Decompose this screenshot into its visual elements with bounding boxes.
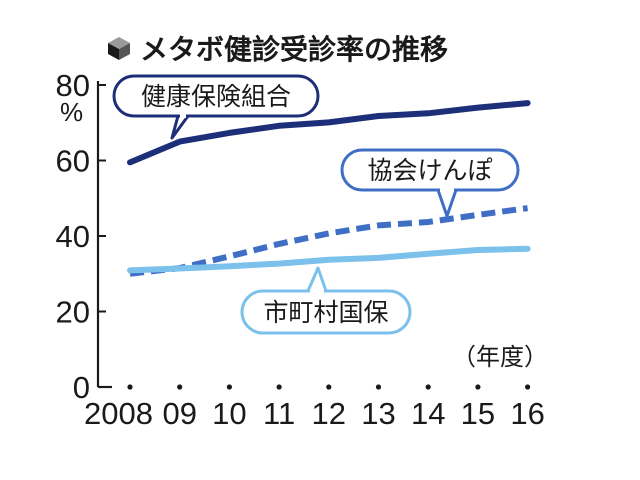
y-tick-label: 20 [56, 295, 90, 330]
x-tick-dot [425, 384, 431, 390]
x-tick-dot [525, 384, 531, 390]
chart-title: メタボ健診受診率の推移 [140, 33, 449, 66]
x-tick-dot [326, 384, 332, 390]
x-tick-label: 15 [461, 396, 495, 431]
series-label-text: 健康保険組合 [141, 83, 291, 111]
x-tick-label: 14 [411, 396, 445, 431]
y-tick-label: 60 [56, 144, 90, 179]
series-label-2: 協会けんぽ [340, 148, 520, 218]
series-label-1: 健康保険組合 [112, 74, 320, 140]
x-tick-dot [177, 384, 183, 390]
label-pointer [170, 114, 190, 140]
x-tick-label: 16 [510, 396, 544, 431]
x-tick-label: 12 [312, 396, 346, 431]
x-tick-dot [375, 384, 382, 390]
x-tick-dot [276, 384, 282, 390]
y-tick-label: 80 [56, 68, 90, 103]
x-tick-label: 10 [212, 396, 246, 431]
series-label-3: 市町村国保 [240, 266, 412, 335]
y-tick-label: 0 [73, 370, 90, 405]
series-label-text: 協会けんぽ [367, 157, 492, 185]
x-tick-label: 13 [361, 396, 395, 431]
label-pointer [436, 188, 458, 218]
x-tick-dot [475, 384, 481, 390]
y-tick-label: 40 [56, 219, 90, 254]
label-pointer [306, 266, 328, 293]
label-pill [112, 74, 320, 118]
series-line-1 [127, 100, 531, 166]
series-label-text: 市町村国保 [263, 299, 388, 327]
x-tick-label: 11 [263, 396, 295, 431]
x-tick-label: 09 [162, 396, 196, 431]
series-line-3 [127, 245, 531, 274]
cube-icon [108, 37, 130, 60]
series-line-2 [129, 205, 529, 277]
y-unit-label: % [60, 97, 83, 127]
x-tick-dot [226, 384, 232, 390]
x-tick-label: 2008 [84, 396, 153, 431]
label-pill [340, 148, 520, 192]
x-tick-dot [127, 384, 133, 390]
x-unit-label: （年度） [452, 344, 548, 371]
title-row: メタボ健診受診率の推移 [106, 28, 448, 68]
